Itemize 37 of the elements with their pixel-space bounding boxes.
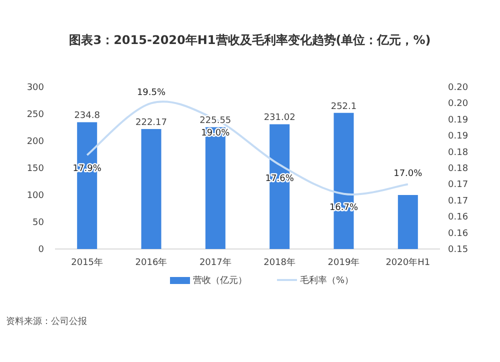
y2-tick-label: 0.15 bbox=[448, 245, 468, 255]
y2-tick-label: 0.18 bbox=[448, 164, 468, 174]
y-tick-label: 200 bbox=[26, 137, 44, 147]
x-tick-label: 2017年 bbox=[199, 257, 232, 268]
y2-tick-label: 0.20 bbox=[448, 99, 468, 110]
data-label: 252.1 bbox=[330, 102, 357, 112]
legend-label: 毛利率（%） bbox=[300, 275, 354, 286]
chart-title: 图表3：2015-2020年H1营收及毛利率变化趋势(单位：亿元，%) bbox=[69, 33, 431, 47]
data-label: 234.8 bbox=[74, 111, 100, 122]
x-tick-label: 2016年 bbox=[135, 257, 168, 268]
data-label: 19.5% bbox=[136, 88, 166, 98]
y2-tick-label: 0.16 bbox=[448, 228, 468, 239]
y2-tick-label: 0.17 bbox=[448, 180, 468, 190]
y2-tick-label: 0.19 bbox=[448, 132, 468, 142]
data-label: 225.55 bbox=[200, 116, 232, 126]
x-tick-label: 2018年 bbox=[264, 257, 296, 268]
text: 资料来源：公司公报 bbox=[6, 316, 87, 327]
bar bbox=[398, 195, 418, 249]
y2-tick-label: 0.18 bbox=[448, 148, 468, 158]
y-tick-label: 50 bbox=[32, 218, 44, 228]
data-label: 17.0% bbox=[394, 169, 423, 180]
x-tick-label: 2015年 bbox=[71, 257, 104, 268]
y-tick-label: 0 bbox=[38, 245, 44, 255]
y-tick-label: 150 bbox=[26, 164, 44, 174]
data-label: 231.02 bbox=[264, 113, 296, 124]
y-tick-label: 250 bbox=[26, 110, 44, 120]
x-tick-label: 2020年H1 bbox=[386, 257, 430, 268]
legend-label: 营收（亿元） bbox=[193, 275, 247, 286]
y2-tick-label: 0.16 bbox=[448, 212, 468, 223]
data-label: 222.17 bbox=[136, 118, 167, 128]
y2-tick-label: 0.17 bbox=[448, 196, 468, 206]
y2-tick-label: 0.20 bbox=[448, 83, 468, 93]
bar bbox=[141, 129, 162, 249]
y-tick-label: 100 bbox=[26, 191, 44, 201]
y2-tick-label: 0.19 bbox=[448, 115, 468, 126]
y-tick-label: 300 bbox=[26, 83, 44, 93]
x-tick-label: 2019年 bbox=[328, 257, 360, 268]
